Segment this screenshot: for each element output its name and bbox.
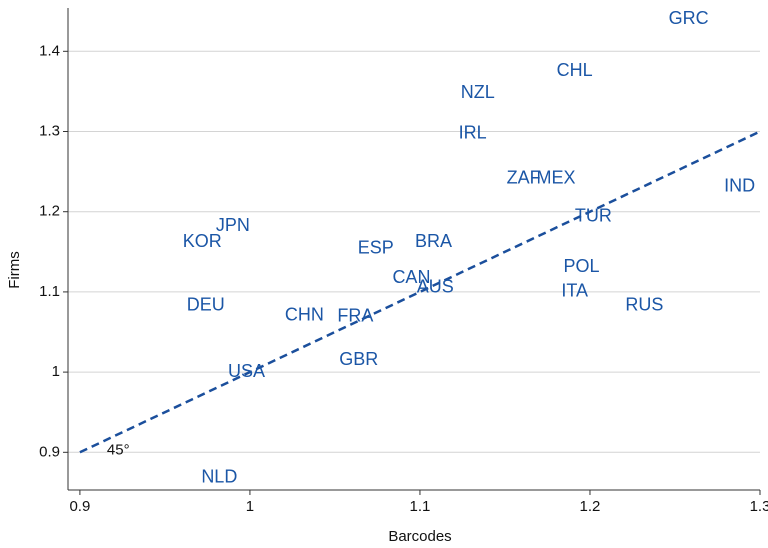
point-label: USA bbox=[228, 361, 265, 381]
x-tick-label: 1.3 bbox=[750, 498, 768, 515]
x-tick-label: 1.1 bbox=[410, 498, 431, 515]
point-label: RUS bbox=[625, 294, 663, 314]
point-label: GBR bbox=[339, 349, 378, 369]
y-tick-label: 1.3 bbox=[39, 122, 60, 139]
point-label: KOR bbox=[183, 231, 222, 251]
x-tick-label: 1 bbox=[246, 498, 254, 515]
point-label: ITA bbox=[561, 281, 588, 301]
x-axis-title: Barcodes bbox=[388, 528, 451, 545]
point-label: NZL bbox=[461, 82, 495, 102]
point-label: GRC bbox=[669, 8, 709, 28]
point-label: JPN bbox=[216, 215, 250, 235]
y-tick-label: 1 bbox=[52, 363, 60, 380]
point-label: CHN bbox=[285, 305, 324, 325]
point-label: IRL bbox=[459, 123, 487, 143]
point-label: POL bbox=[563, 256, 599, 276]
y-axis-title: Firms bbox=[6, 251, 23, 289]
point-label: ESP bbox=[358, 237, 394, 257]
reference-line bbox=[79, 130, 761, 454]
point-label: ZAF bbox=[507, 168, 541, 188]
y-tick-label: 0.9 bbox=[39, 443, 60, 460]
y-tick-label: 1.1 bbox=[39, 283, 60, 300]
reference-line-label: 45° bbox=[107, 441, 130, 458]
point-label: NLD bbox=[201, 467, 237, 487]
y-tick-label: 1.2 bbox=[39, 203, 60, 220]
point-label: DEU bbox=[187, 294, 225, 314]
point-label: MEX bbox=[536, 168, 575, 188]
x-tick-label: 0.9 bbox=[69, 498, 90, 515]
point-label: FRA bbox=[337, 306, 373, 326]
y-tick-label: 1.4 bbox=[39, 42, 60, 59]
point-label: CAN bbox=[392, 267, 430, 287]
point-label: IND bbox=[724, 176, 755, 196]
x-tick-label: 1.2 bbox=[580, 498, 601, 515]
point-label: CHL bbox=[557, 60, 593, 80]
point-label: BRA bbox=[415, 231, 452, 251]
point-label: AUS bbox=[417, 277, 454, 297]
point-label: TUR bbox=[575, 205, 612, 225]
